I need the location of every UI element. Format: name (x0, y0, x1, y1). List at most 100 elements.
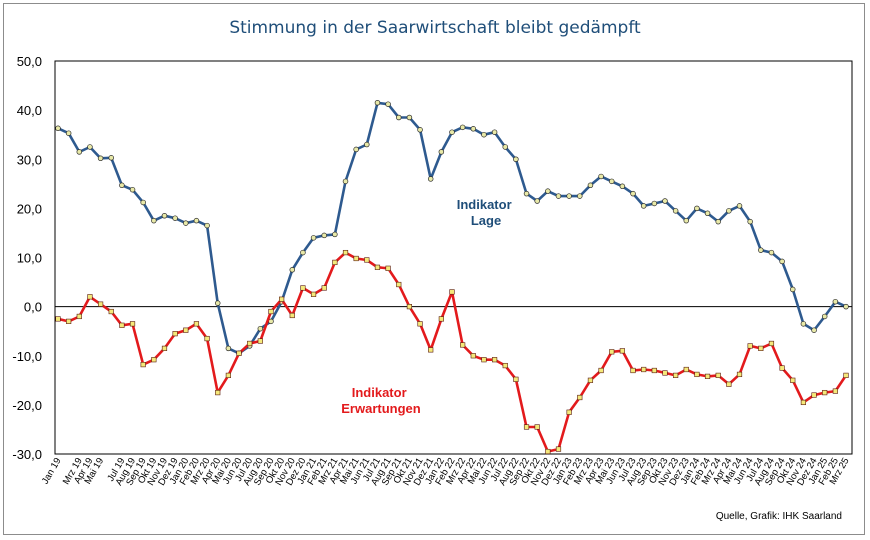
data-point-lage (129, 186, 136, 193)
data-point-erwartungen (289, 312, 295, 319)
data-point-erwartungen (598, 367, 604, 374)
data-point-erwartungen (779, 365, 785, 371)
data-point-lage (385, 101, 391, 107)
y-tick-label: 10,0 (17, 251, 42, 266)
data-point-erwartungen (800, 399, 807, 406)
data-point-erwartungen (736, 371, 743, 378)
data-point-lage (619, 183, 626, 190)
data-point-lage (566, 193, 572, 199)
data-point-lage (65, 130, 72, 136)
data-point-lage (758, 247, 764, 253)
data-point-lage (427, 176, 434, 182)
data-point-erwartungen (555, 446, 562, 452)
data-point-erwartungen (630, 367, 636, 374)
data-point-lage (598, 173, 604, 180)
data-point-lage (481, 131, 487, 138)
data-point-erwartungen (683, 366, 689, 373)
data-point-lage (332, 231, 338, 238)
data-point-erwartungen (843, 372, 849, 379)
data-point-lage (97, 155, 104, 162)
data-point-erwartungen (790, 377, 796, 383)
data-point-erwartungen (332, 259, 338, 266)
data-point-erwartungen (300, 285, 306, 291)
y-tick-label: -30,0 (12, 447, 42, 462)
data-point-erwartungen (832, 388, 838, 394)
data-point-erwartungen (396, 281, 402, 288)
data-point-erwartungen (183, 327, 189, 333)
data-point-erwartungen (76, 313, 82, 320)
data-point-lage (832, 298, 839, 305)
data-point-lage (694, 205, 700, 212)
data-point-erwartungen (619, 348, 625, 354)
data-point-erwartungen (247, 340, 253, 347)
data-point-lage (204, 222, 210, 229)
data-point-erwartungen (364, 257, 370, 263)
data-point-lage (161, 212, 168, 219)
data-point-erwartungen (491, 357, 498, 363)
data-point-erwartungen (87, 294, 93, 300)
data-point-erwartungen (353, 255, 359, 262)
data-point-erwartungen (161, 345, 168, 351)
data-point-lage (821, 313, 828, 320)
data-point-lage (193, 217, 200, 224)
data-point-lage (183, 220, 189, 226)
label-lage-line1: Indikator (457, 197, 512, 212)
data-point-erwartungen (172, 331, 178, 337)
data-point-lage (630, 190, 636, 197)
data-point-lage (470, 126, 477, 132)
data-point-lage (300, 249, 306, 256)
label-erwartungen-line1: Indikator (352, 385, 407, 400)
y-tick-label: 0,0 (24, 300, 42, 315)
data-point-lage (608, 178, 615, 185)
y-tick-label: -20,0 (12, 398, 42, 413)
data-point-erwartungen (545, 448, 551, 455)
data-point-erwartungen (694, 371, 700, 378)
data-point-lage (736, 203, 743, 209)
data-point-lage (406, 114, 413, 121)
data-point-erwartungen (55, 316, 61, 322)
chart-title: Stimmung in der Saarwirtschaft bleibt ge… (229, 18, 641, 38)
data-point-lage (523, 190, 530, 197)
data-point-lage (172, 215, 178, 221)
data-point-lage (438, 149, 445, 155)
y-tick-label: 50,0 (17, 54, 42, 69)
y-tick-label: 30,0 (17, 152, 42, 167)
data-point-erwartungen (385, 265, 391, 271)
data-point-lage (119, 182, 125, 189)
data-point-erwartungen (151, 357, 157, 363)
data-point-lage (715, 218, 721, 225)
data-point-erwartungen (268, 308, 274, 315)
data-point-lage (491, 129, 498, 135)
data-point-erwartungen (502, 362, 508, 369)
data-point-erwartungen (204, 335, 210, 342)
data-point-erwartungen (523, 424, 530, 430)
data-point-erwartungen (97, 301, 104, 307)
data-point-erwartungen (310, 291, 317, 297)
data-point-erwartungen (747, 343, 753, 349)
data-point-erwartungen (193, 321, 200, 327)
data-point-erwartungen (236, 350, 242, 356)
y-tick-label: 40,0 (17, 103, 42, 118)
data-point-lage (225, 345, 232, 352)
data-point-lage (342, 178, 349, 185)
data-point-erwartungen (768, 340, 775, 347)
data-point-lage (747, 218, 753, 225)
data-point-lage (108, 155, 114, 161)
label-lage-line2: Lage (471, 213, 501, 228)
label-erwartungen-line2: Erwartungen (341, 401, 421, 416)
data-point-erwartungen (470, 353, 476, 359)
data-point-lage (651, 200, 658, 207)
data-point-erwartungen (609, 349, 615, 355)
data-point-lage (811, 327, 817, 333)
data-point-lage (55, 125, 61, 132)
data-point-lage (151, 217, 157, 224)
data-point-lage (587, 182, 594, 189)
data-point-erwartungen (577, 394, 583, 401)
data-point-erwartungen (481, 357, 487, 363)
data-point-lage (502, 144, 508, 150)
y-axis: -30,0 -20,0 -10,0 0,0 10,0 20,0 30,0 40,0 50,0 (12, 54, 42, 462)
data-point-erwartungen (662, 370, 668, 376)
data-point-lage (790, 286, 796, 293)
data-point-lage (87, 144, 93, 150)
data-point-lage (374, 100, 381, 106)
